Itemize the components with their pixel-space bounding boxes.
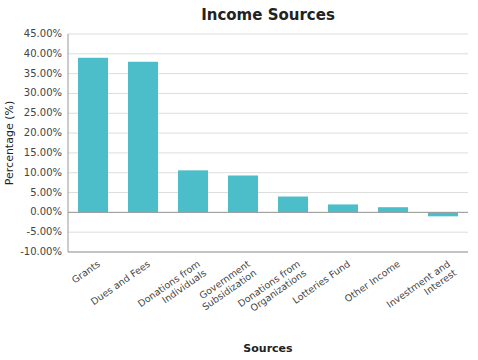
bars	[78, 58, 458, 217]
x-tick-label: Grants	[70, 258, 102, 285]
bar	[428, 212, 458, 216]
grid-line	[68, 212, 468, 213]
x-tick: Lotteries Fund	[290, 258, 352, 306]
x-tick: Donations fromOrganizations	[236, 258, 309, 318]
title: Income Sources	[201, 6, 335, 24]
x-tick: Grants	[70, 258, 102, 285]
bar	[278, 197, 308, 213]
y-tick-label: 30.00%	[24, 87, 62, 98]
grid-line	[68, 53, 468, 54]
bar	[178, 170, 208, 212]
grid-line	[68, 252, 468, 253]
y-axis-line	[68, 34, 69, 252]
x-axis-line	[68, 252, 468, 253]
y-tick-label: 20.00%	[24, 127, 62, 138]
y-tick-label: -10.00%	[20, 246, 62, 257]
y-tick-label: 45.00%	[24, 28, 62, 39]
x-tick-label: Lotteries Fund	[290, 258, 352, 306]
y-tick-label: 25.00%	[24, 107, 62, 118]
x-tick-label: Donations fromOrganizations	[236, 258, 309, 318]
y-tick-label: 40.00%	[24, 48, 62, 59]
bar	[228, 176, 258, 213]
y-tick-label: 0.00%	[30, 206, 62, 217]
bar	[328, 204, 358, 212]
zero-line	[68, 212, 468, 213]
y-tick-label: 35.00%	[24, 68, 62, 79]
x-tick: Investment andInterest	[384, 258, 458, 319]
y-tick-label: 15.00%	[24, 147, 62, 158]
x-axis-label: Sources	[243, 342, 293, 355]
x-tick-label: Donations fromIndividuals	[136, 258, 209, 318]
x-tick-label: Investment andInterest	[384, 258, 458, 319]
grid-line	[68, 34, 468, 35]
y-axis-label: Percentage (%)	[3, 101, 16, 185]
chart: -10.00% -5.00% 0.00% 5.00% 10.00% 15.00% 20.00…	[0, 0, 478, 360]
y-axis: -10.00% -5.00% 0.00% 5.00% 10.00% 15.00% 20.00…	[20, 28, 468, 257]
y-tick-label: 5.00%	[30, 187, 62, 198]
bar	[128, 62, 158, 213]
grid-line	[68, 232, 468, 233]
y-tick-label: -5.00%	[27, 226, 62, 237]
bar	[378, 207, 408, 212]
x-axis: GrantsDues and FeesDonations fromIndivid…	[70, 258, 459, 319]
x-tick: Donations fromIndividuals	[136, 258, 209, 318]
y-tick-label: 10.00%	[24, 167, 62, 178]
bar	[78, 58, 108, 213]
